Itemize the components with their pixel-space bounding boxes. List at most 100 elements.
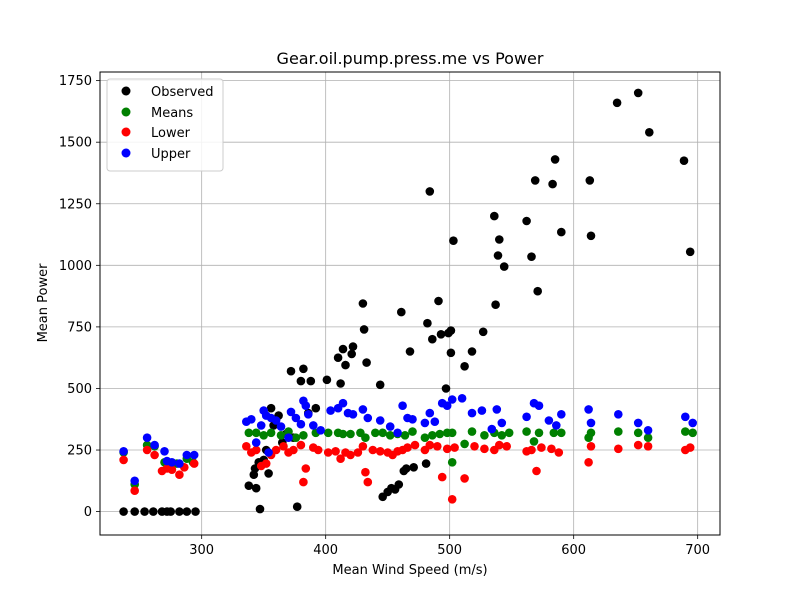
point-upper — [167, 458, 177, 467]
point-observed — [436, 330, 446, 339]
point-upper — [398, 401, 407, 411]
point-lower — [460, 474, 469, 483]
point-means — [435, 429, 445, 439]
point-means — [688, 428, 697, 438]
point-observed — [296, 376, 306, 386]
point-observed — [322, 375, 332, 385]
y-tick-label: 1500 — [59, 136, 92, 151]
point-upper — [447, 395, 457, 404]
point-upper — [557, 410, 566, 419]
point-observed — [446, 348, 456, 358]
point-means — [614, 427, 623, 436]
point-observed — [336, 379, 345, 388]
point-upper — [264, 448, 273, 457]
point-lower — [296, 440, 306, 450]
point-lower — [313, 445, 323, 455]
y-tick-label: 1750 — [59, 74, 92, 89]
point-observed — [149, 507, 158, 516]
x-tick-label: 600 — [561, 543, 586, 558]
point-observed — [311, 403, 321, 413]
point-observed — [685, 247, 695, 257]
point-upper — [251, 438, 261, 447]
point-lower — [437, 472, 447, 482]
point-upper — [385, 422, 395, 431]
point-lower — [130, 486, 139, 496]
point-observed — [550, 155, 560, 164]
point-means — [385, 431, 395, 440]
point-means — [244, 428, 254, 438]
point-observed — [612, 98, 622, 108]
point-observed — [166, 507, 175, 516]
point-lower — [495, 440, 504, 450]
legend-marker-means — [121, 107, 131, 117]
point-lower — [336, 454, 345, 464]
point-observed — [645, 128, 654, 137]
legend-label-means: Means — [151, 106, 193, 121]
legend-box — [106, 78, 224, 172]
point-lower — [433, 442, 442, 451]
point-upper — [338, 398, 348, 408]
point-observed — [499, 262, 509, 271]
point-means — [467, 427, 477, 436]
point-observed — [467, 347, 477, 356]
point-lower — [358, 442, 368, 451]
point-observed — [490, 211, 499, 221]
point-upper — [614, 410, 623, 419]
point-lower — [527, 445, 536, 455]
point-lower — [403, 443, 412, 452]
point-means — [428, 431, 437, 440]
point-means — [371, 428, 380, 438]
point-upper — [304, 410, 313, 419]
point-means — [361, 433, 370, 443]
point-observed — [306, 376, 316, 386]
point-observed — [359, 325, 369, 334]
point-observed — [358, 299, 368, 308]
point-lower — [643, 442, 653, 451]
point-lower — [119, 455, 128, 465]
point-observed — [586, 231, 596, 241]
point-observed — [421, 459, 431, 468]
point-lower — [271, 445, 281, 455]
legend-label-lower: Lower — [151, 126, 191, 141]
point-upper — [408, 415, 417, 424]
point-upper — [393, 428, 402, 438]
point-upper — [301, 401, 311, 411]
point-upper — [487, 424, 497, 434]
point-upper — [522, 412, 531, 422]
point-observed — [130, 507, 139, 516]
point-upper — [291, 413, 301, 423]
x-tick-label: 300 — [189, 543, 214, 558]
point-observed — [264, 469, 273, 478]
point-upper — [442, 401, 452, 411]
point-means — [460, 439, 469, 449]
point-upper — [688, 418, 697, 428]
point-means — [291, 433, 301, 443]
point-observed — [449, 236, 458, 245]
point-means — [266, 428, 276, 438]
point-lower — [614, 444, 623, 454]
y-tick-label: 0 — [84, 505, 92, 520]
point-observed — [394, 480, 404, 489]
point-upper — [497, 418, 507, 428]
point-lower — [363, 477, 373, 487]
point-upper — [375, 416, 385, 425]
point-means — [534, 428, 544, 438]
point-means — [299, 431, 308, 440]
x-tick-label: 700 — [685, 543, 710, 558]
point-means — [586, 428, 596, 438]
point-means — [276, 431, 286, 440]
point-upper — [286, 407, 296, 417]
point-observed — [191, 507, 200, 516]
point-observed — [434, 296, 443, 306]
point-means — [447, 428, 457, 438]
point-lower — [331, 447, 340, 456]
point-upper — [363, 413, 373, 423]
point-lower — [299, 477, 308, 487]
point-upper — [457, 394, 467, 403]
point-lower — [142, 445, 152, 455]
point-observed — [338, 344, 348, 354]
point-lower — [261, 459, 271, 468]
y-tick-label: 1000 — [59, 259, 92, 274]
point-upper — [586, 418, 596, 428]
